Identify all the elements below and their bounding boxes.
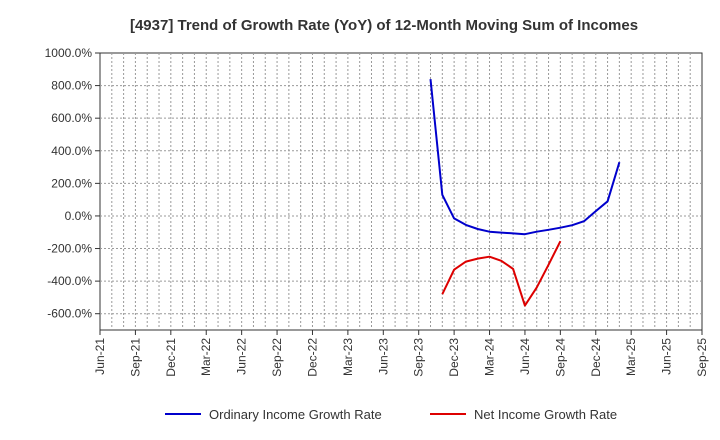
grid [100, 53, 702, 330]
legend-label: Net Income Growth Rate [474, 407, 617, 422]
y-tick-label: -200.0% [47, 242, 92, 256]
legend-label: Ordinary Income Growth Rate [209, 407, 382, 422]
y-tick-label: -400.0% [47, 274, 92, 288]
series-line-1 [429, 78, 621, 236]
x-tick-label: Jun-24 [518, 338, 532, 375]
y-axis: 1000.0% 800.0% 600.0% 400.0% 200.0% 0.0% -200.… [45, 46, 100, 321]
x-tick-label: Mar-24 [483, 338, 497, 376]
x-tick-label: Sep-25 [695, 338, 709, 377]
y-tick-label: -600.0% [47, 307, 92, 321]
plot-area [99, 52, 703, 331]
y-tick-label: 0.0% [65, 209, 93, 223]
chart-title: [4937] Trend of Growth Rate (YoY) of 12-… [130, 17, 638, 34]
y-tick-label: 400.0% [51, 144, 92, 158]
x-tick-label: Sep-23 [412, 338, 426, 377]
x-tick-label: Sep-21 [128, 338, 142, 377]
x-tick-label: Sep-24 [553, 338, 567, 377]
x-tick-label: Mar-22 [199, 338, 213, 376]
x-tick-label: Jun-22 [235, 338, 249, 375]
x-tick-label: Dec-22 [305, 338, 319, 377]
series-line-2 [441, 240, 562, 307]
x-tick-label: Mar-23 [341, 338, 355, 376]
y-tick-label: 200.0% [51, 176, 92, 190]
x-tick-label: Dec-24 [589, 338, 603, 377]
x-axis: Jun-21 Sep-21 Dec-21 Mar-22 Jun-22 Sep-22 Dec-… [93, 330, 709, 377]
x-tick-label: Dec-21 [164, 338, 178, 377]
x-tick-label: Dec-23 [447, 338, 461, 377]
x-tick-label: Sep-22 [270, 338, 284, 377]
x-tick-label: Jun-23 [376, 338, 390, 375]
x-tick-label: Jun-21 [93, 338, 107, 375]
y-tick-label: 600.0% [51, 111, 92, 125]
x-tick-label: Jun-25 [660, 338, 674, 375]
y-tick-label: 1000.0% [45, 46, 93, 60]
x-tick-label: Mar-25 [624, 338, 638, 376]
y-tick-label: 800.0% [51, 79, 92, 93]
series-lines [429, 78, 621, 307]
legend: Ordinary Income Growth Rate Net Income Gr… [165, 407, 617, 422]
